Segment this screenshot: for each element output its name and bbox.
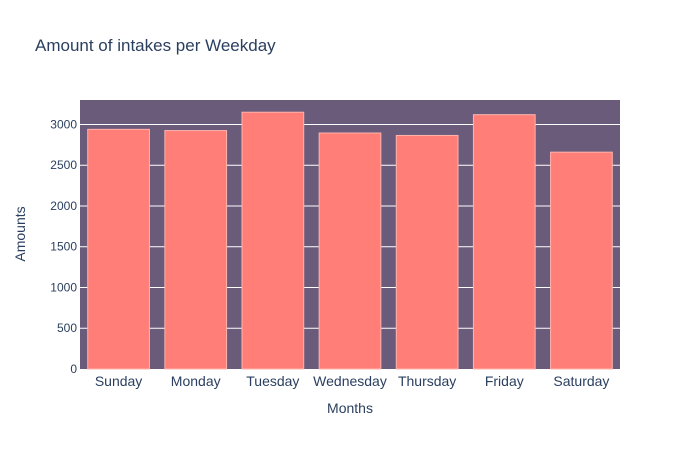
y-axis-title: Amounts — [12, 206, 28, 261]
bar-sunday — [87, 128, 150, 370]
x-tick-label: Friday — [485, 373, 524, 389]
x-tick-label: Wednesday — [313, 373, 387, 389]
x-tick-label: Monday — [171, 373, 221, 389]
bar-wednesday — [318, 132, 382, 370]
x-tick-label: Tuesday — [246, 373, 299, 389]
x-tick-label: Thursday — [398, 373, 456, 389]
y-tick-label: 1000 — [50, 280, 77, 294]
y-tick-label: 2500 — [50, 158, 77, 172]
x-axis-title: Months — [327, 400, 373, 416]
bar-monday — [164, 130, 228, 370]
y-tick-label: 1500 — [50, 240, 77, 254]
y-axis-ticks: 0 500 1000 1500 2000 2500 3000 — [50, 117, 77, 376]
chart-title: Amount of intakes per Weekday — [35, 36, 276, 55]
y-tick-label: 3000 — [50, 117, 77, 131]
x-tick-label: Saturday — [553, 373, 609, 389]
x-tick-label: Sunday — [95, 373, 142, 389]
bars — [87, 111, 613, 370]
bar-thursday — [395, 134, 459, 370]
x-axis-ticks: Sunday Monday Tuesday Wednesday Thursday Frid… — [95, 373, 610, 389]
y-tick-label: 500 — [57, 321, 77, 335]
y-tick-label: 0 — [70, 362, 77, 376]
bar-tuesday — [241, 111, 305, 370]
bar-friday — [472, 114, 536, 370]
y-tick-label: 2000 — [50, 199, 77, 213]
bar-saturday — [550, 151, 613, 370]
